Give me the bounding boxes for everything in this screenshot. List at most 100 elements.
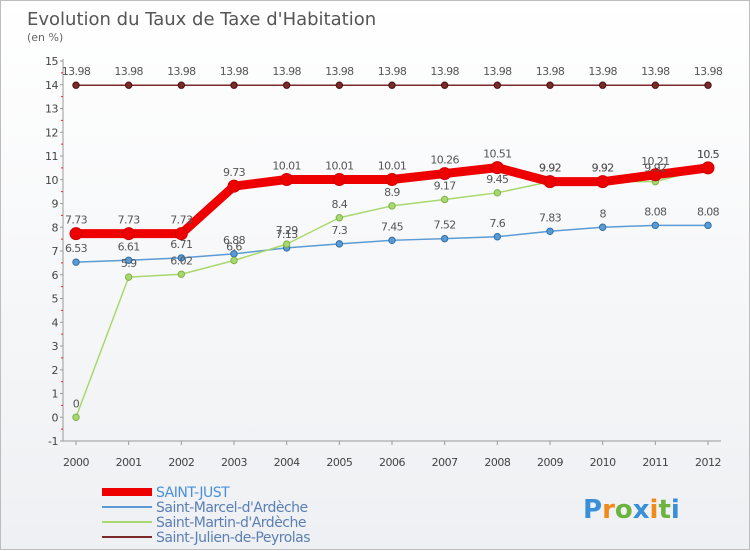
- x-tick-label: 2009: [537, 456, 563, 469]
- data-label: 8.08: [697, 205, 720, 218]
- x-tick-label: 2001: [116, 456, 142, 469]
- y-tick-label: 0: [52, 411, 59, 424]
- legend-label: Saint-Martin-d'Ardèche: [156, 515, 306, 531]
- data-label: 13.98: [483, 65, 512, 78]
- data-point: [598, 81, 607, 89]
- data-point: [230, 81, 238, 89]
- data-label: 7.73: [65, 214, 88, 227]
- data-label: 9.92: [592, 162, 614, 175]
- data-label: 5.9: [121, 257, 137, 270]
- data-point: [72, 81, 80, 89]
- data-point: [335, 81, 344, 89]
- data-label: 6.71: [170, 238, 192, 251]
- data-point: [543, 175, 557, 189]
- y-tick-label: 10: [45, 174, 58, 187]
- data-point: [440, 195, 449, 204]
- x-tick-label: 2012: [695, 456, 721, 469]
- data-point: [648, 168, 662, 182]
- data-point: [388, 202, 396, 210]
- logo-letter: x: [633, 495, 650, 525]
- data-label: 10.01: [325, 160, 354, 173]
- data-label: 7.13: [276, 228, 299, 241]
- data-point: [493, 189, 502, 197]
- x-tick-label: 2000: [63, 456, 89, 469]
- data-label: 10.26: [430, 154, 459, 167]
- y-tick-label: 1: [52, 388, 59, 401]
- data-label: 13.98: [694, 65, 723, 78]
- logo-letter: r: [602, 495, 615, 525]
- data-point: [280, 173, 294, 187]
- data-point: [282, 240, 291, 248]
- data-point: [440, 234, 449, 243]
- legend-label: Saint-Marcel-d'Ardèche: [156, 500, 308, 516]
- data-label: 8.4: [331, 198, 347, 211]
- data-label: 8.08: [644, 205, 667, 218]
- data-label: 9.73: [223, 166, 246, 179]
- legend: SAINT-JUSTSaint-Marcel-d'ArdècheSaint-Ma…: [102, 485, 311, 546]
- data-label: 10.5: [697, 148, 720, 161]
- data-label: 10.51: [483, 148, 512, 161]
- data-point: [546, 81, 554, 89]
- data-labels: 7.73 7.73 7.73 9.73 10.01 10.01 10.01 10.26 10.5…: [62, 65, 724, 410]
- data-point: [227, 179, 241, 193]
- x-tick-label: 2002: [168, 456, 194, 469]
- legend-label: SAINT-JUST: [156, 485, 230, 501]
- logo-letter: t: [658, 495, 670, 525]
- data-point: [598, 223, 607, 231]
- data-point: [124, 81, 133, 89]
- data-label: 7.83: [539, 211, 562, 224]
- data-point: [651, 81, 660, 89]
- data-label: 13.98: [378, 65, 407, 78]
- chart-subtitle: (en %): [27, 31, 63, 44]
- data-label: 6.02: [170, 254, 192, 267]
- data-label: 13.98: [536, 65, 565, 78]
- data-point: [388, 236, 396, 245]
- data-label: 7.29: [276, 224, 299, 237]
- x-tick-label: 2003: [221, 456, 247, 469]
- data-point: [174, 227, 188, 241]
- data-point: [124, 256, 133, 264]
- data-label: 7.73: [170, 214, 193, 227]
- data-point: [124, 273, 133, 281]
- data-label: 9.92: [539, 162, 561, 175]
- y-tick-label: 11: [45, 150, 58, 163]
- data-point: [122, 227, 136, 241]
- x-tick-label: 2005: [326, 456, 352, 469]
- data-label: 13.98: [114, 65, 143, 78]
- data-point: [596, 175, 610, 189]
- y-tick-label: 13: [45, 103, 58, 116]
- y-tick-label: 5: [52, 293, 59, 306]
- data-label: 7.73: [118, 214, 141, 227]
- data-point: [440, 81, 449, 89]
- data-label: 7.52: [434, 219, 456, 232]
- data-label: 9.92: [539, 162, 561, 175]
- y-tick-label: 2: [52, 364, 59, 377]
- data-label: 7.6: [489, 217, 505, 230]
- data-point: [701, 161, 715, 175]
- logo-letter: i: [671, 495, 680, 525]
- data-label: 13.98: [430, 65, 459, 78]
- data-point: [282, 81, 291, 89]
- data-label: 13.98: [220, 65, 249, 78]
- data-label: 6.53: [65, 242, 88, 255]
- x-tick-label: 2007: [432, 456, 458, 469]
- data-label: 13.98: [272, 65, 301, 78]
- data-label: 10.01: [378, 160, 407, 173]
- x-tick-label: 2004: [274, 456, 300, 469]
- data-label: 9.92: [644, 162, 666, 175]
- x-tick-label: 2010: [590, 456, 616, 469]
- data-label: 7.45: [381, 220, 404, 233]
- data-point: [651, 221, 660, 230]
- y-tick-label: 9: [52, 198, 59, 211]
- x-tick-label: 2006: [379, 456, 405, 469]
- data-label: 13.98: [641, 65, 670, 78]
- data-point: [704, 221, 712, 230]
- data-label: 6.6: [226, 241, 242, 254]
- x-tick-label: 2011: [642, 456, 668, 469]
- data-point: [72, 413, 80, 421]
- data-point: [490, 161, 504, 175]
- y-tick-label: 3: [52, 340, 59, 353]
- y-tick-label: 15: [45, 55, 58, 68]
